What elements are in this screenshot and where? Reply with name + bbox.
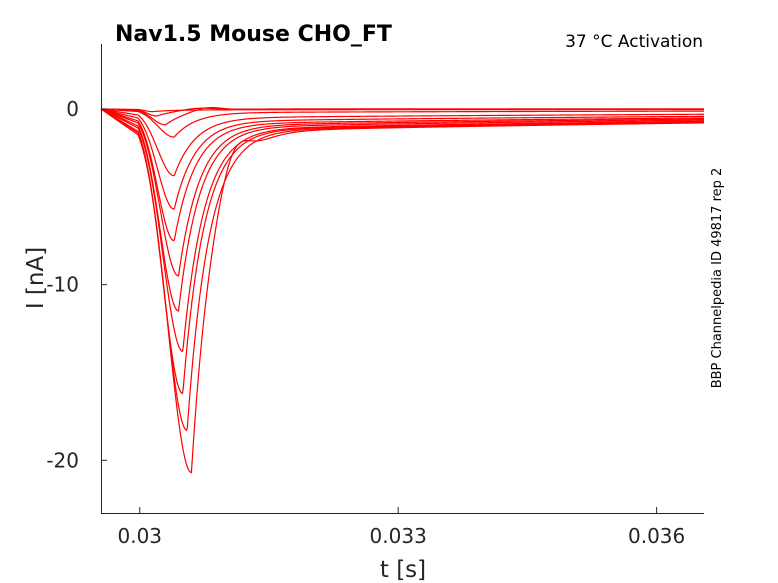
current-trace-6 <box>100 108 704 210</box>
y-axis-label: I [nA] <box>23 247 49 309</box>
current-trace-11 <box>100 108 705 395</box>
current-trace-4 <box>100 108 704 138</box>
current-trace-10 <box>100 108 705 352</box>
current-trace-8 <box>100 108 705 277</box>
y-tick-label: -20 <box>46 448 79 472</box>
side-note: BBP Channelpedia ID 49817 rep 2 <box>710 168 725 389</box>
current-trace-12 <box>100 108 705 431</box>
current-trace-13 <box>100 108 705 474</box>
y-tick-group: 0 -10 -20 <box>46 97 107 472</box>
x-tick-label: 0.03 <box>117 524 162 548</box>
y-tick-label: 0 <box>66 97 79 121</box>
trace-group <box>100 106 705 474</box>
x-axis-label: t [s] <box>380 557 426 583</box>
current-trace-3 <box>100 106 704 126</box>
current-trace-9 <box>100 108 705 312</box>
chart-subtitle: 37 °C Activation <box>565 32 703 52</box>
current-trace-5 <box>100 108 705 177</box>
y-tick-label: -10 <box>46 273 79 297</box>
chart-title: Nav1.5 Mouse CHO_FT <box>115 22 392 47</box>
current-trace-7 <box>100 108 704 242</box>
x-tick-label: 0.033 <box>370 524 427 548</box>
x-tick-label: 0.036 <box>628 524 685 548</box>
x-tick-group: 0.03 0.033 0.036 <box>117 507 685 548</box>
